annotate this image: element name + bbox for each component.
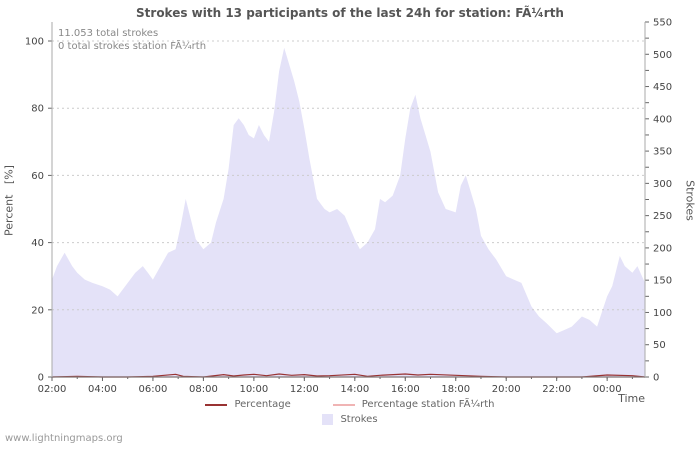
svg-text:12:00: 12:00 [290,384,319,395]
right-axis-label: Strokes [683,180,697,221]
legend-row-lines: Percentage Percentage station FÃ¼rth [0,399,700,410]
svg-text:10:00: 10:00 [239,384,268,395]
svg-text:400: 400 [653,114,672,125]
svg-text:80: 80 [31,104,44,115]
svg-text:20:00: 20:00 [492,384,521,395]
svg-text:550: 550 [653,18,672,29]
svg-text:20: 20 [31,305,44,316]
annotation-station-total: 0 total strokes station FÃ¼rth [58,41,207,52]
svg-text:22:00: 22:00 [542,384,571,395]
left-axis-label: Percent [%] [2,165,16,236]
svg-text:18:00: 18:00 [441,384,470,395]
legend-label-percentage: Percentage [234,399,291,410]
legend-row-area: Strokes [0,414,700,425]
legend-item-percentage-station: Percentage station FÃ¼rth [332,399,495,410]
chart-title: Strokes with 13 participants of the last… [136,6,564,20]
svg-text:60: 60 [31,171,44,182]
svg-text:100: 100 [25,37,44,48]
svg-text:0: 0 [653,373,659,384]
percentage-station-line-swatch [332,403,355,406]
svg-text:00:00: 00:00 [593,384,622,395]
legend-item-strokes: Strokes [322,414,378,425]
svg-text:500: 500 [653,50,672,61]
legend: Percentage Percentage station FÃ¼rth Str… [0,399,700,429]
svg-text:08:00: 08:00 [189,384,218,395]
svg-text:02:00: 02:00 [38,384,67,395]
svg-text:100: 100 [653,308,672,319]
svg-text:0: 0 [38,373,44,384]
svg-text:16:00: 16:00 [391,384,420,395]
strokes-area-swatch [322,414,334,425]
percentage-line-swatch [205,403,228,406]
svg-text:350: 350 [653,147,672,158]
watermark: www.lightningmaps.org [5,433,123,444]
svg-text:200: 200 [653,243,672,254]
svg-text:06:00: 06:00 [139,384,168,395]
svg-text:250: 250 [653,211,672,222]
svg-text:04:00: 04:00 [88,384,117,395]
svg-text:300: 300 [653,179,672,190]
svg-text:40: 40 [31,238,44,249]
legend-label-percentage-station: Percentage station FÃ¼rth [361,399,495,410]
legend-item-percentage: Percentage [205,399,291,410]
svg-text:50: 50 [653,340,666,351]
svg-text:150: 150 [653,276,672,287]
x-axis-label: Time [618,392,645,405]
legend-label-strokes: Strokes [340,414,378,425]
svg-text:14:00: 14:00 [340,384,369,395]
annotation-total-strokes: 11.053 total strokes [58,28,159,39]
svg-text:450: 450 [653,82,672,93]
